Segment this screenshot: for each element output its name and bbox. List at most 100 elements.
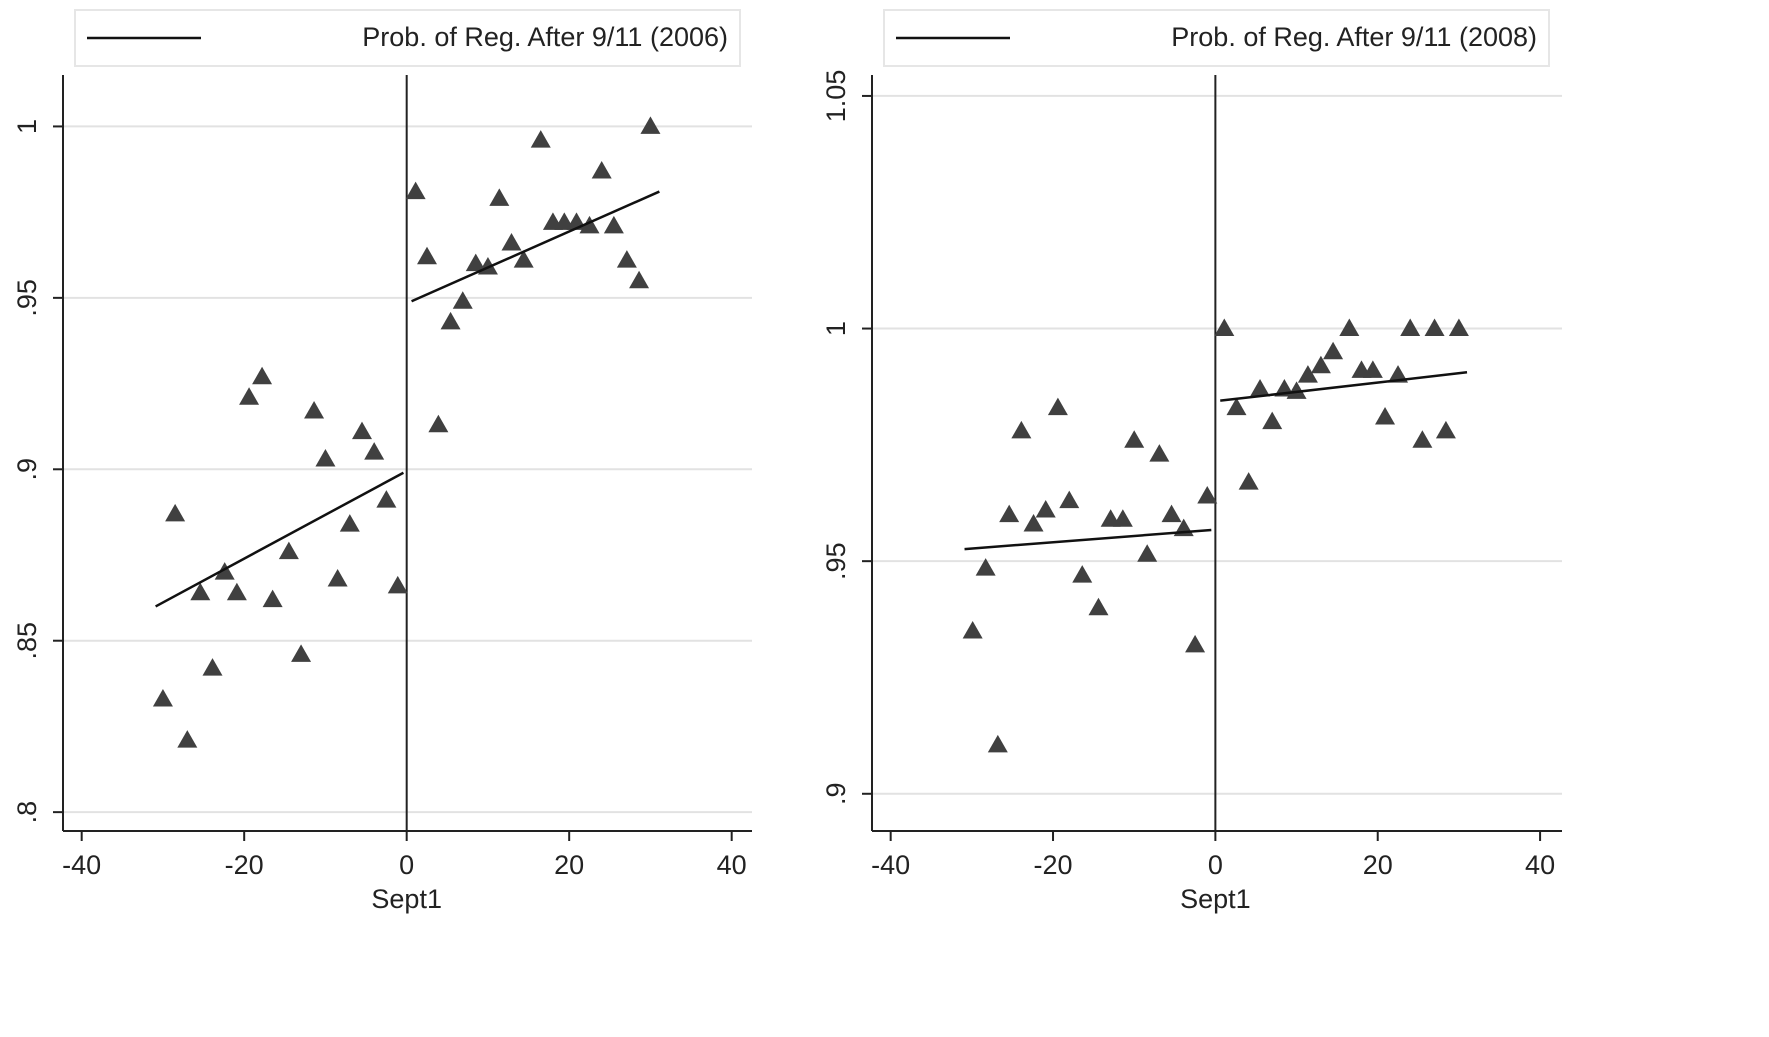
point — [489, 188, 510, 206]
x-tick-label: 20 — [1363, 850, 1393, 880]
point — [452, 291, 473, 309]
point — [315, 449, 336, 467]
point — [304, 401, 325, 419]
point — [501, 233, 522, 251]
x-tick-label: 0 — [399, 850, 414, 880]
point — [987, 734, 1008, 753]
point — [252, 366, 273, 385]
point — [364, 442, 385, 460]
point — [1339, 318, 1360, 337]
y-tick-label: 1 — [821, 321, 851, 336]
y-tick-label: .9 — [821, 783, 851, 806]
x-axis-label: Sept1 — [1180, 884, 1251, 914]
point — [1214, 318, 1235, 337]
point — [376, 490, 397, 508]
point — [417, 246, 437, 265]
x-tick-label: 20 — [554, 850, 584, 880]
point — [239, 387, 260, 405]
point — [1149, 444, 1170, 462]
point — [1072, 565, 1093, 583]
point — [1124, 430, 1145, 448]
x-tick-label: -40 — [62, 850, 101, 880]
point — [278, 541, 299, 560]
x-tick-label: 0 — [1208, 850, 1223, 880]
fit-line — [1220, 371, 1468, 402]
point — [1310, 355, 1331, 374]
y-tick-label: .95 — [821, 542, 851, 580]
y-tick-label: 1 — [12, 119, 42, 134]
point — [513, 250, 534, 268]
y-tick-label: 1.05 — [821, 70, 851, 123]
x-tick-label: 40 — [717, 850, 747, 880]
point — [1435, 420, 1456, 439]
panel: .8 .85 .9 .95 1 -40 -20 0 20 40 Sept1 Prob. of Reg.… — [12, 9, 752, 914]
point — [202, 658, 223, 676]
point — [1375, 406, 1396, 425]
point — [226, 582, 247, 601]
y-tick-label: .9 — [12, 458, 42, 481]
point — [1011, 420, 1032, 439]
point — [214, 562, 235, 580]
x-tick-label: -20 — [225, 850, 264, 880]
x-tick-label: -20 — [1034, 850, 1073, 880]
point — [1262, 411, 1283, 430]
point — [962, 620, 983, 639]
point — [1250, 379, 1271, 397]
point — [1400, 318, 1421, 337]
point — [1035, 499, 1056, 518]
x-tick-label: -40 — [871, 850, 910, 880]
panel: .9 .95 1 1.05 -40 -20 0 20 40 Sept1 Prob. of Reg. … — [821, 9, 1562, 914]
point — [1286, 381, 1307, 399]
fit-line — [964, 528, 1212, 551]
point — [579, 215, 600, 234]
point — [352, 421, 372, 440]
point — [440, 311, 461, 330]
y-tick-label: .85 — [12, 622, 42, 660]
legend-label: Prob. of Reg. After 9/11 (2006) — [362, 22, 728, 52]
point — [1197, 486, 1218, 504]
point — [1412, 430, 1433, 448]
x-tick-label: 40 — [1525, 850, 1555, 880]
point — [339, 514, 360, 532]
point — [591, 161, 612, 179]
point — [999, 504, 1020, 523]
point — [428, 414, 449, 433]
point — [1424, 318, 1445, 337]
point — [1023, 513, 1044, 532]
point — [1047, 397, 1068, 416]
point — [1362, 360, 1383, 378]
point — [1059, 490, 1080, 509]
point — [1185, 634, 1206, 653]
point — [629, 270, 650, 289]
point — [262, 589, 283, 608]
point — [387, 575, 408, 594]
point — [291, 644, 312, 662]
point — [1238, 472, 1259, 490]
x-axis-label: Sept1 — [371, 884, 442, 914]
fit-line — [155, 471, 405, 608]
point — [1323, 341, 1344, 360]
point — [177, 730, 198, 748]
fit-line — [411, 190, 660, 303]
legend-label: Prob. of Reg. After 9/11 (2008) — [1171, 22, 1537, 52]
point — [465, 253, 486, 272]
point — [1112, 509, 1133, 527]
point — [190, 582, 211, 601]
point — [603, 215, 624, 234]
point — [975, 558, 996, 576]
point — [1088, 597, 1109, 616]
point — [405, 181, 426, 200]
point — [165, 503, 186, 522]
point — [616, 250, 637, 268]
point — [327, 569, 348, 587]
y-tick-label: .95 — [12, 279, 42, 317]
point — [1388, 365, 1409, 383]
point — [1297, 365, 1318, 383]
y-tick-label: .8 — [12, 801, 42, 824]
point — [152, 689, 173, 707]
point — [640, 116, 661, 134]
point — [530, 130, 551, 148]
point — [1161, 504, 1182, 523]
point — [1226, 397, 1247, 416]
